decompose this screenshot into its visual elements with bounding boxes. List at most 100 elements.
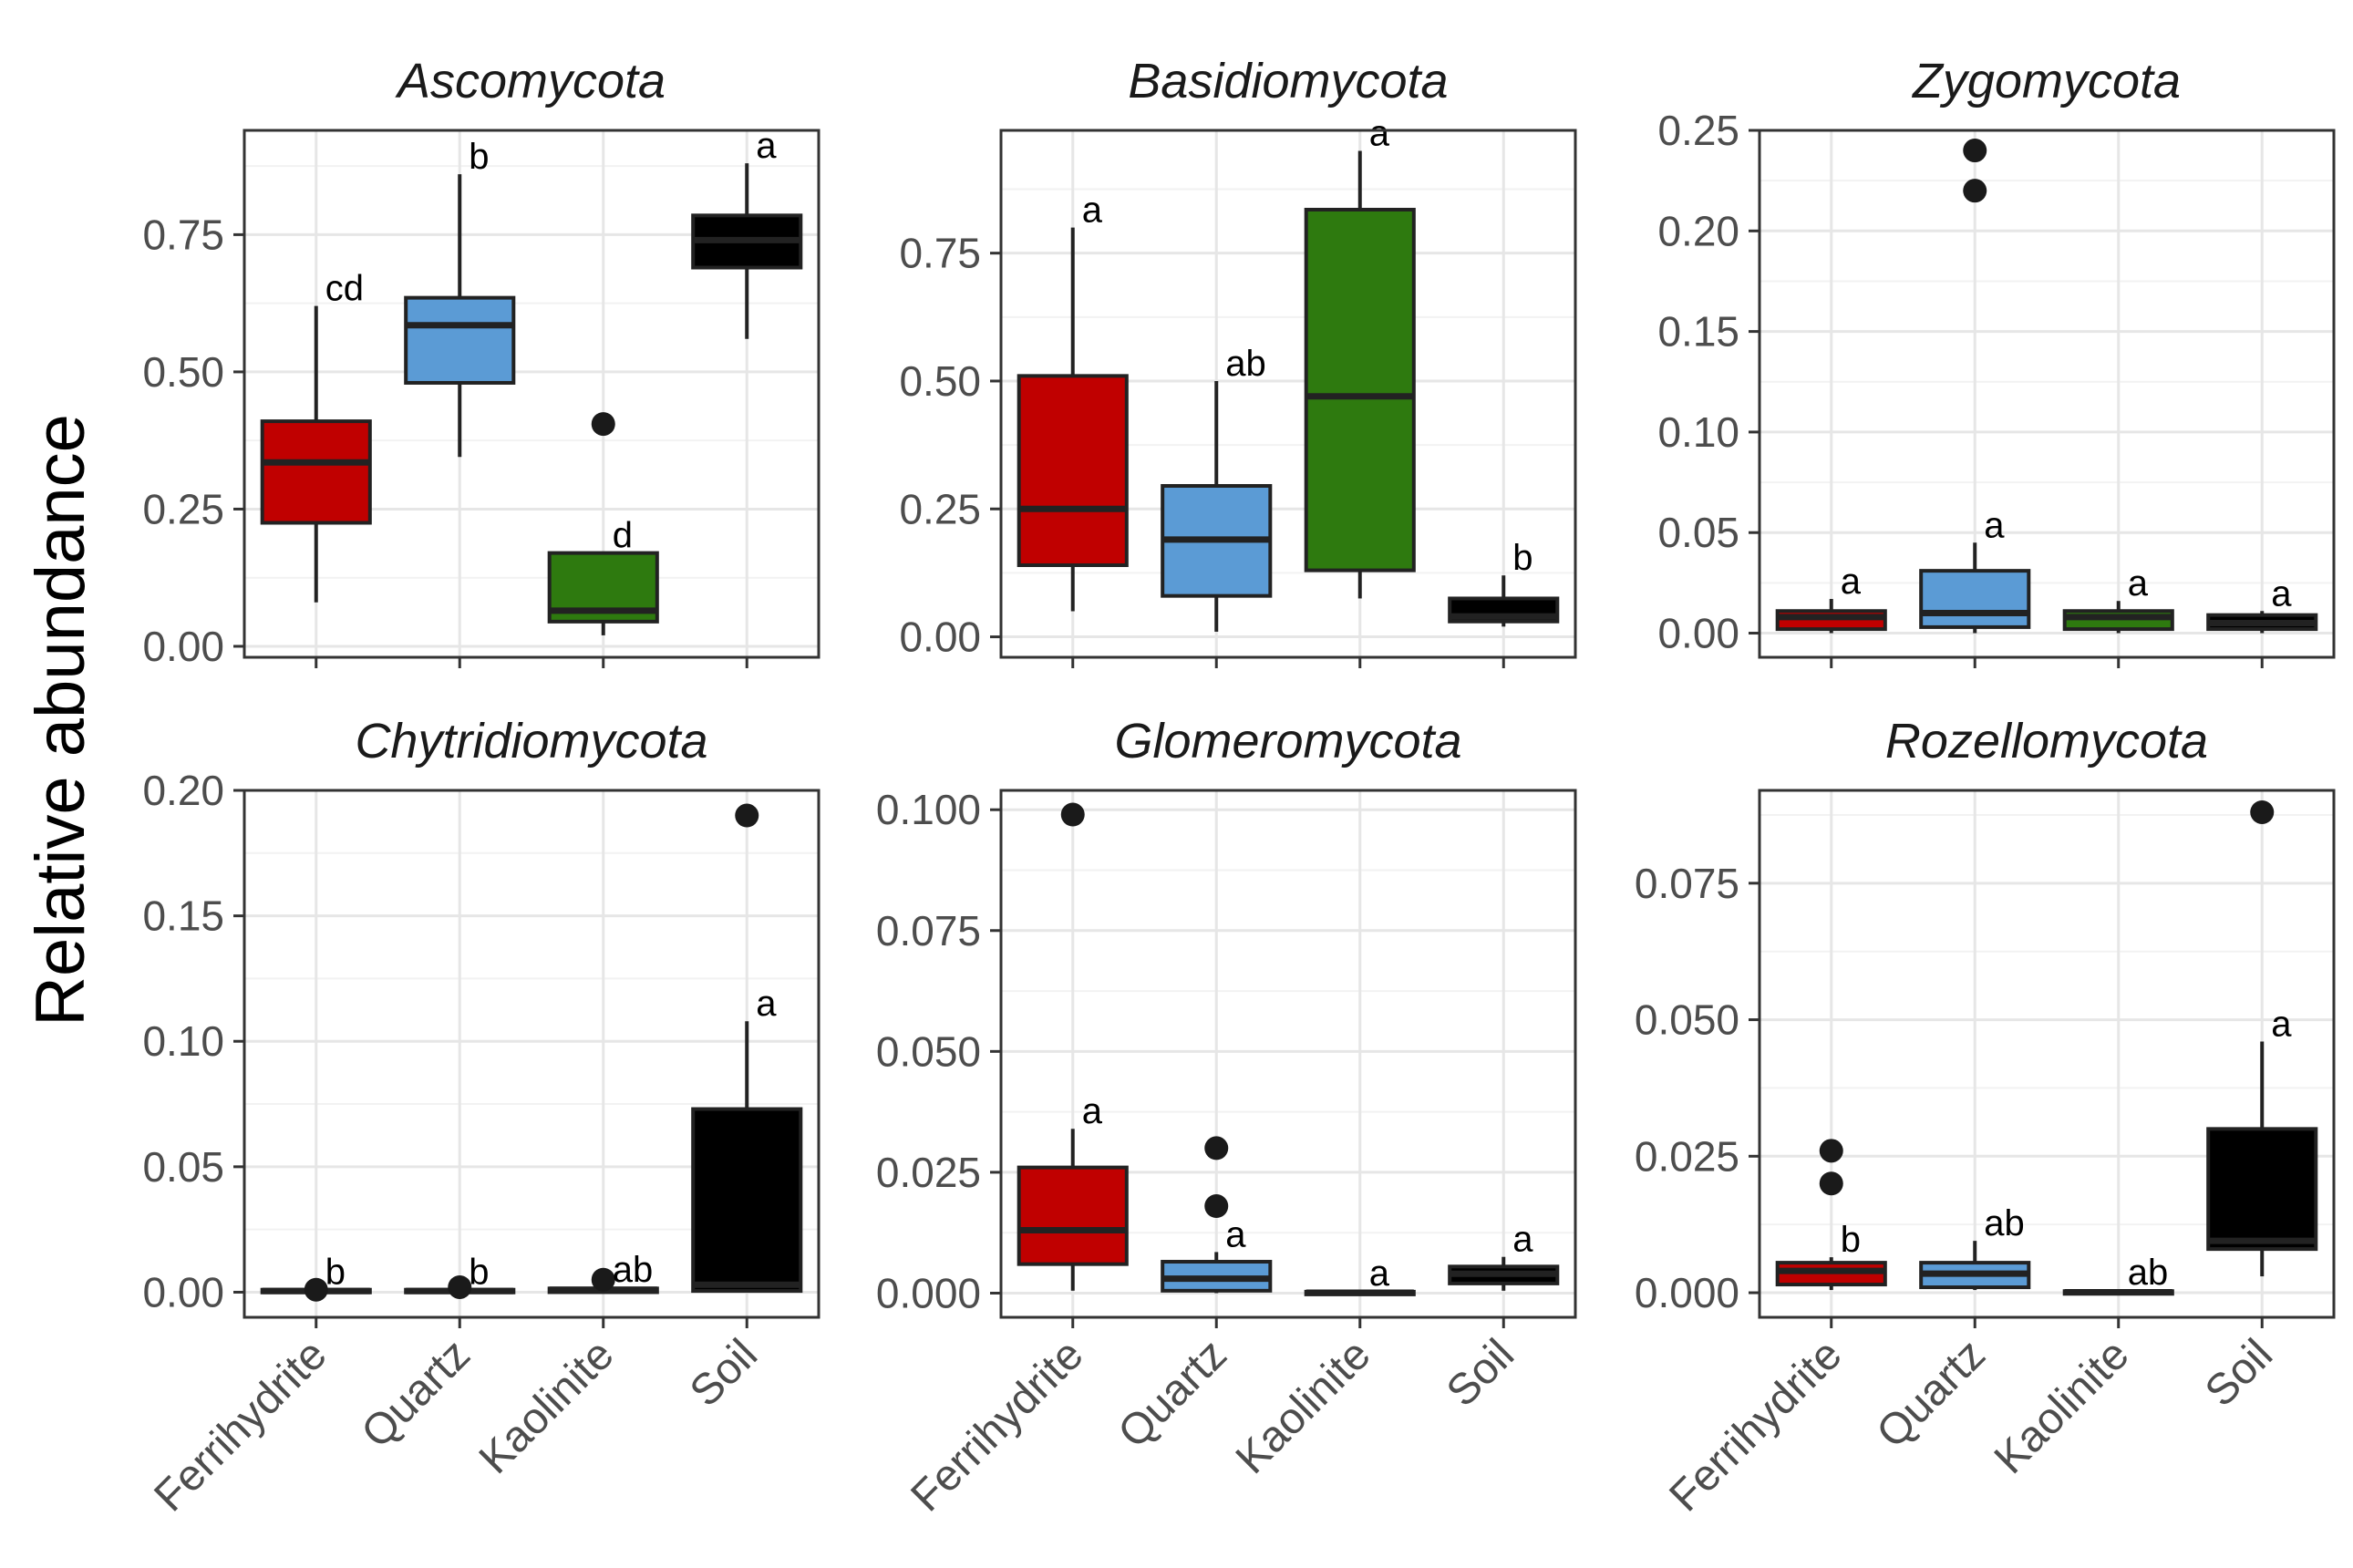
outlier-point [1963, 179, 1987, 203]
y-tick-label: 0.075 [876, 907, 981, 954]
significance-letter: a [1512, 1220, 1533, 1260]
outlier-point [591, 412, 615, 437]
significance-letter: a [756, 126, 777, 166]
box-body [691, 1107, 803, 1294]
y-tick-label: 0.00 [899, 614, 981, 661]
box-soil: b [1448, 538, 1560, 627]
box-kaolinite: d [547, 412, 659, 635]
significance-letter: a [2271, 1005, 2292, 1045]
box-body [404, 295, 516, 385]
box-ferrihydrite: a [1775, 562, 1887, 634]
box-soil: a [2206, 799, 2318, 1277]
facet-panel-glomeromycota: a a a a 0.000 0.025 0.050 0.075 0.100 Ferrihydrit… [876, 714, 1577, 1521]
y-tick-label: 0.20 [142, 767, 224, 814]
y-tick-label: 0.025 [876, 1149, 981, 1196]
box-quartz: ab [1161, 344, 1273, 632]
y-tick-label: 0.00 [142, 1268, 224, 1315]
panel-border [1758, 129, 2336, 659]
x-tick-label: Kaolinite [1986, 1330, 2139, 1483]
significance-letter: d [613, 516, 633, 556]
y-tick-label: 0.000 [876, 1269, 981, 1316]
significance-letter: cd [325, 269, 364, 309]
y-tick-label: 0.75 [899, 230, 981, 277]
y-tick-label: 0.25 [899, 485, 981, 532]
y-tick-label: 0.050 [1635, 996, 1739, 1044]
significance-letter: b [469, 1253, 489, 1293]
box-ferrihydrite: b [1775, 1139, 1887, 1291]
y-tick-label: 0.15 [142, 892, 224, 940]
box-body [2206, 1127, 2318, 1252]
box-quartz: b [404, 1253, 516, 1299]
outlier-point [448, 1274, 472, 1299]
significance-letter: a [2271, 573, 2292, 614]
box-soil: a [691, 803, 803, 1294]
box-body [260, 419, 372, 525]
significance-letter: b [1512, 538, 1533, 578]
y-tick-label: 0.10 [1657, 408, 1739, 456]
y-tick-label: 0.05 [1657, 509, 1739, 556]
significance-letter: ab [613, 1250, 654, 1290]
box-kaolinite: a [1304, 113, 1416, 599]
y-tick-label: 0.50 [142, 348, 224, 396]
x-tick-label: Quartz [1109, 1330, 1236, 1457]
box-kaolinite: a [2062, 563, 2174, 634]
panel-title: Chytridiomycota [355, 714, 707, 769]
y-tick-label: 0.25 [142, 485, 224, 532]
x-tick-label: Quartz [353, 1330, 480, 1457]
y-axis-label: Relative abundance [22, 414, 99, 1026]
significance-letter: a [1082, 1091, 1103, 1131]
facet-panel-zygomycota: a a a a 0.00 0.05 0.10 0.15 0.20 0.25 Zygomycota [1657, 54, 2336, 668]
box-quartz: a [1161, 1136, 1273, 1294]
significance-letter: ab [1225, 344, 1266, 384]
x-tick-label: Quartz [1868, 1330, 1995, 1457]
outlier-point [1204, 1136, 1229, 1161]
box-ferrihydrite: b [260, 1253, 372, 1302]
x-tick-label: Ferrihydrite [1660, 1330, 1851, 1521]
significance-letter: ab [2128, 1253, 2169, 1293]
y-tick-label: 0.75 [142, 211, 224, 258]
box-quartz: ab [1919, 1203, 2031, 1291]
significance-letter: a [1369, 113, 1390, 153]
significance-letter: ab [1984, 1203, 2025, 1243]
panel-title: Rozellomycota [1885, 714, 2208, 769]
outlier-point [1963, 139, 1987, 163]
outlier-point [1819, 1139, 1843, 1163]
significance-letter: a [1841, 562, 1862, 602]
significance-letter: a [1984, 505, 2005, 545]
significance-letter: a [1225, 1214, 1246, 1254]
box-ferrihydrite: a [1017, 191, 1129, 612]
x-tick-label: Kaolinite [470, 1330, 624, 1483]
x-tick-label: Soil [681, 1330, 767, 1416]
y-tick-label: 0.10 [142, 1017, 224, 1065]
box-ferrihydrite: cd [260, 269, 372, 603]
facet-panel-rozellomycota: b ab ab a 0.000 0.025 0.050 0.075 Ferrihydrite Qu… [1635, 714, 2336, 1521]
y-tick-label: 0.20 [1657, 207, 1739, 254]
box-body [1017, 1165, 1129, 1266]
significance-letter: b [1841, 1220, 1861, 1260]
panel-border [999, 129, 1577, 659]
y-tick-label: 0.00 [1657, 610, 1739, 657]
facet-panel-ascomycota: cd b d a 0.00 0.25 0.50 0.75 Ascomycota [142, 54, 820, 670]
panel-border [243, 789, 820, 1319]
panel-title: Basidiomycota [1128, 54, 1448, 108]
y-tick-label: 0.50 [899, 357, 981, 405]
box-kaolinite: a [1304, 1253, 1416, 1296]
significance-letter: b [469, 137, 489, 177]
y-tick-label: 0.05 [142, 1143, 224, 1191]
panel-title: Ascomycota [395, 54, 666, 108]
x-tick-label: Ferrihydrite [145, 1330, 335, 1521]
y-tick-label: 0.025 [1635, 1132, 1739, 1180]
panel-title: Zygomycota [1911, 54, 2181, 108]
significance-letter: a [756, 984, 777, 1024]
outlier-point [1060, 802, 1085, 827]
outlier-point [1819, 1171, 1843, 1196]
significance-letter: b [325, 1253, 346, 1293]
x-tick-label: Ferrihydrite [902, 1330, 1092, 1521]
x-tick-label: Soil [2196, 1330, 2282, 1416]
y-tick-label: 0.100 [876, 786, 981, 833]
box-soil: a [2206, 573, 2318, 634]
box-ferrihydrite: a [1017, 802, 1129, 1291]
box-kaolinite: ab [2062, 1253, 2174, 1296]
